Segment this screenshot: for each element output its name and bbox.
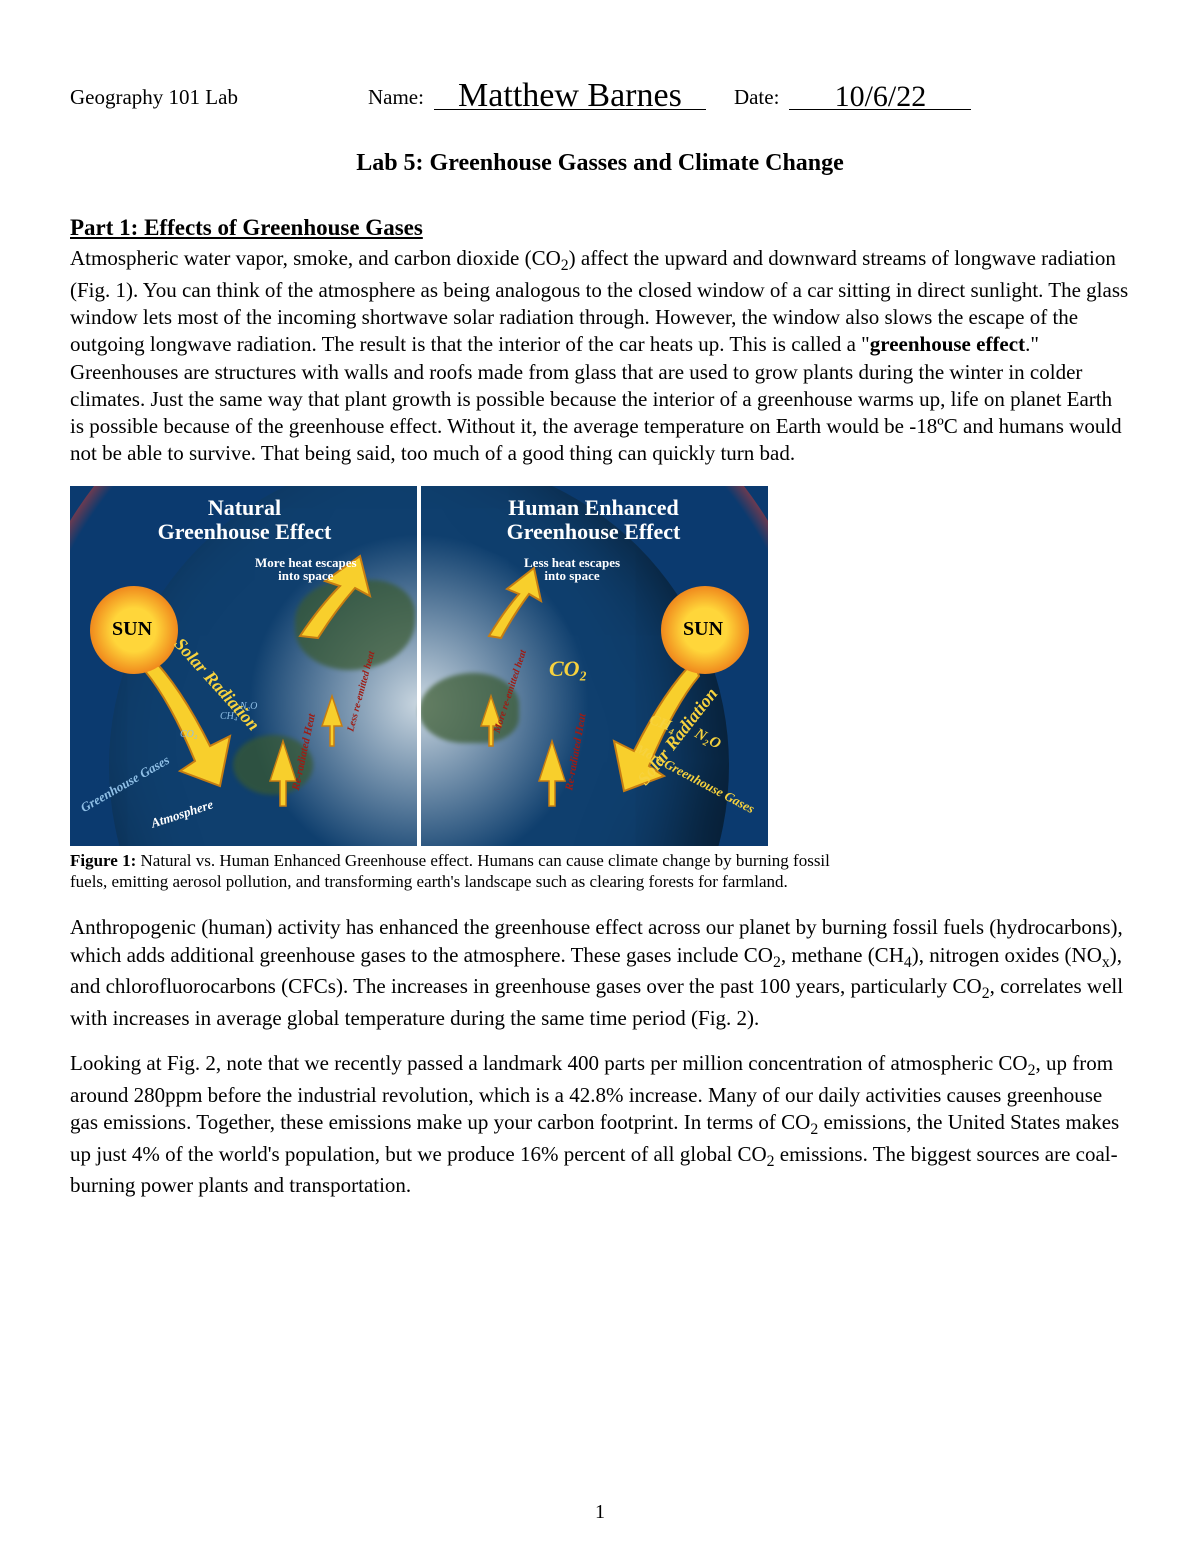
sub-2: 2 <box>561 257 569 274</box>
sub-2: 2 <box>982 985 990 1002</box>
figure-label: CO₂ <box>549 656 587 682</box>
para1-bold: greenhouse effect <box>870 332 1025 356</box>
date-handwriting: 10/6/22 <box>835 84 927 110</box>
date-field[interactable]: 10/6/22 <box>789 81 971 110</box>
figure-label: CH₄ <box>220 711 237 722</box>
escape-label-right: Less heat escapesinto space <box>524 556 620 583</box>
student-name-handwriting: Matthew Barnes <box>458 83 682 109</box>
header-row: Geography 101 Lab Name: Matthew Barnes D… <box>70 80 1130 110</box>
paragraph-2: Anthropogenic (human) activity has enhan… <box>70 914 1130 1032</box>
sub-2: 2 <box>773 954 781 971</box>
name-field[interactable]: Matthew Barnes <box>434 80 706 110</box>
para2-b: , methane (CH <box>781 943 904 967</box>
sub-x: x <box>1102 954 1110 971</box>
sun-label: SUN <box>112 618 152 641</box>
section-heading: Part 1: Effects of Greenhouse Gases <box>70 215 1130 241</box>
sun-label: SUN <box>683 618 723 641</box>
course-label: Geography 101 Lab <box>70 85 238 110</box>
paragraph-1: Atmospheric water vapor, smoke, and carb… <box>70 245 1130 468</box>
caption-text: Natural vs. Human Enhanced Greenhouse ef… <box>70 851 830 891</box>
figure-label: N₂O <box>240 701 257 712</box>
paragraph-3: Looking at Fig. 2, note that we recently… <box>70 1050 1130 1200</box>
page-number: 1 <box>0 1501 1200 1524</box>
figure-1-wrap: NaturalGreenhouse Effect More heat escape… <box>70 486 768 846</box>
sub-4: 4 <box>904 954 912 971</box>
figure-title-right: Human EnhancedGreenhouse Effect <box>419 496 768 544</box>
sub-2: 2 <box>767 1153 775 1170</box>
figure-1-caption: Figure 1: Natural vs. Human Enhanced Gre… <box>70 850 830 893</box>
para3-a: Looking at Fig. 2, note that we recently… <box>70 1051 1028 1075</box>
figure-title-left: NaturalGreenhouse Effect <box>70 496 419 544</box>
para2-c: ), nitrogen oxides (NO <box>912 943 1102 967</box>
escape-label-left: More heat escapesinto space <box>255 556 357 583</box>
figure-1: NaturalGreenhouse Effect More heat escape… <box>70 486 768 846</box>
figure-label: CO₂ <box>180 729 197 740</box>
caption-bold: Figure 1: <box>70 851 136 870</box>
worksheet-page: Geography 101 Lab Name: Matthew Barnes D… <box>0 0 1200 1554</box>
name-label: Name: <box>368 85 424 110</box>
lab-title: Lab 5: Greenhouse Gasses and Climate Cha… <box>70 150 1130 177</box>
para1-text-a: Atmospheric water vapor, smoke, and carb… <box>70 246 561 270</box>
date-label: Date: <box>734 85 779 110</box>
